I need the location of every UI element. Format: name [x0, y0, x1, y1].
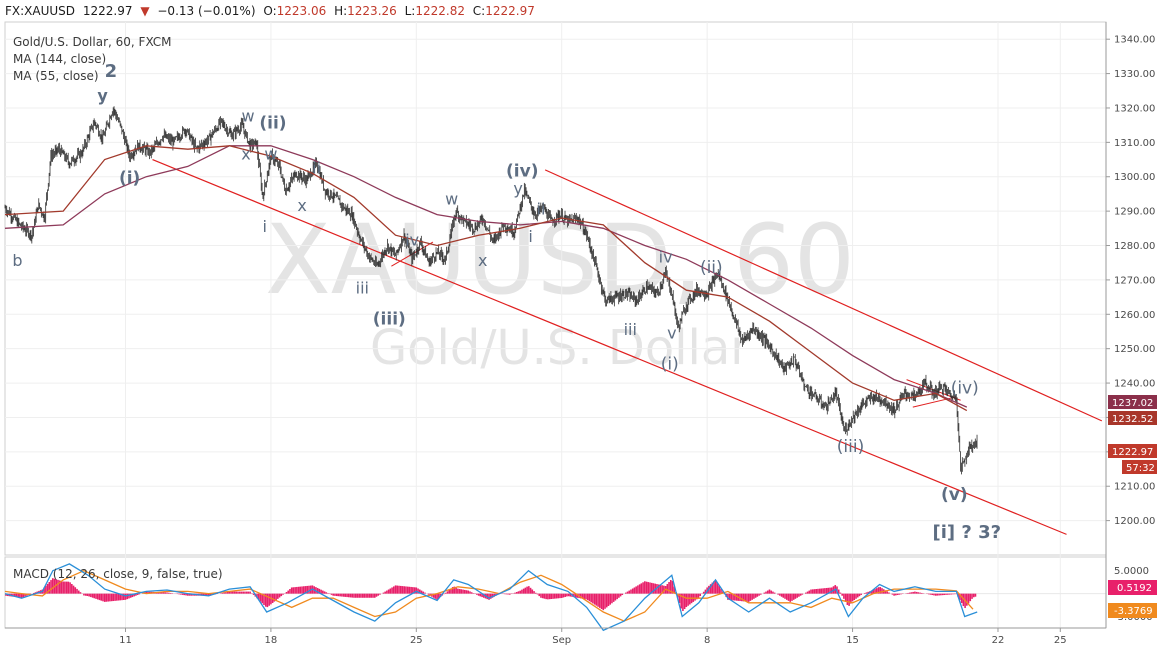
legend-ma144[interactable]: MA (144, close) — [13, 52, 106, 66]
wave-label: y — [513, 179, 522, 198]
price-tags: 1237.02 1232.52 1222.97 57:32 0.5192 -3.… — [1108, 395, 1157, 618]
legend-title[interactable]: Gold/U.S. Dollar, 60, FXCM — [13, 35, 172, 49]
y-tick-label: 1280.00 — [1114, 241, 1155, 252]
y-tick-label: 1340.00 — [1114, 35, 1155, 46]
open-label: O: — [263, 4, 277, 18]
wave-label: w — [264, 145, 277, 164]
tag-last-bg — [1108, 444, 1157, 458]
ma144-line — [4, 145, 968, 408]
macd-signal-line — [4, 569, 974, 622]
tag-ma144-bg — [1108, 395, 1157, 409]
open-value: 1223.06 — [276, 4, 327, 18]
y-tick-label: 1300.00 — [1114, 172, 1155, 183]
y-tick-label: 1210.00 — [1114, 482, 1155, 493]
wave-label: iii — [624, 320, 637, 339]
symbol-header: FX:XAUUSD 1222.97 ▼ −0.13 (−0.01%) O:122… — [0, 0, 1167, 22]
y-tick-label: 1200.00 — [1114, 516, 1155, 527]
wave-label: ii — [312, 158, 321, 177]
moving-averages — [4, 145, 968, 412]
y-tick-label: 1330.00 — [1114, 69, 1155, 80]
wave-label: (ii) — [700, 258, 723, 278]
wave-label: v — [667, 323, 676, 342]
close-label: C: — [472, 4, 486, 18]
wave-label: iv — [405, 231, 419, 250]
wave-label: b — [12, 251, 22, 270]
ma55-line — [4, 145, 968, 412]
low-label: L: — [404, 4, 416, 18]
y-tick-label: 1270.00 — [1114, 275, 1155, 286]
x-tick-label: 15 — [846, 635, 859, 646]
tag-ma55-bg — [1108, 411, 1157, 425]
tag-countdown: 57:32 — [1126, 463, 1155, 474]
macd-line — [4, 563, 978, 632]
price-change: −0.13 (−0.01%) — [157, 4, 256, 18]
y-tick-label: 1310.00 — [1114, 138, 1155, 149]
wave-label: (iii) — [373, 310, 406, 330]
y-tick-label: 1250.00 — [1114, 344, 1155, 355]
channel-upper-line — [544, 169, 1103, 422]
y-tick-label: 1320.00 — [1114, 103, 1155, 114]
wave-label: [i] ? 3? — [933, 522, 1002, 543]
wave-label: x — [478, 251, 487, 270]
down-arrow-icon: ▼ — [140, 4, 150, 18]
tag-countdown-bg — [1122, 460, 1157, 474]
wave-label: y — [97, 86, 108, 105]
chart-legend: Gold/U.S. Dollar, 60, FXCM MA (144, clos… — [13, 35, 223, 581]
watermark-name: Gold/U.S. Dollar — [370, 320, 750, 376]
wave-label: i — [262, 217, 266, 236]
y-tick-label: 1240.00 — [1114, 379, 1155, 390]
last-price: 1222.97 — [82, 4, 133, 18]
tag-ma55: 1232.52 — [1112, 414, 1153, 425]
wave-label: (i) — [661, 354, 679, 374]
wave-label: iv — [659, 248, 673, 267]
tag-macd-signal: -3.3769 — [1114, 606, 1153, 617]
wave-labels: 2y(ii)wx w(i)iixibiii(iii)ivwx(iv)yiiiiv(… — [12, 61, 1001, 543]
wave-label: iii — [356, 279, 369, 298]
tag-macd-hist-bg — [1108, 580, 1157, 595]
x-tick-label: 11 — [119, 635, 132, 646]
y-tick-label: 1290.00 — [1114, 207, 1155, 218]
wave-label: (i) — [119, 169, 140, 189]
x-tick-label: 25 — [1054, 635, 1067, 646]
wave-label: ii — [537, 200, 546, 219]
y-tick-label: 1260.00 — [1114, 310, 1155, 321]
tag-macd-signal-bg — [1108, 603, 1157, 618]
watermark-symbol: XAUUSD, 60 — [265, 204, 855, 316]
x-tick-label: 22 — [992, 635, 1005, 646]
macd-tick-label: 5.0000 — [1114, 566, 1149, 577]
x-tick-label: 18 — [265, 635, 278, 646]
high-value: 1223.26 — [347, 4, 397, 18]
tag-last: 1222.97 — [1112, 447, 1153, 458]
x-tick-label: 8 — [704, 635, 710, 646]
close-value: 1222.97 — [485, 4, 535, 18]
low-value: 1222.82 — [415, 4, 465, 18]
high-label: H: — [334, 4, 348, 18]
tag-macd-hist: 0.5192 — [1117, 583, 1152, 594]
tag-ma144: 1237.02 — [1112, 398, 1153, 409]
channel-lower-line — [152, 158, 1067, 535]
wave-label: (v) — [941, 485, 968, 505]
wave-label: w — [445, 189, 458, 208]
wave-label: (iii) — [837, 437, 864, 457]
macd-pane — [4, 563, 1106, 632]
wave-label: w — [242, 107, 255, 126]
symbol-watermark: XAUUSD, 60 Gold/U.S. Dollar — [265, 204, 855, 376]
wave-label: x — [297, 196, 306, 215]
wave-label: (iv) — [506, 162, 538, 182]
legend-macd[interactable]: MACD (12, 26, close, 9, false, true) — [13, 567, 223, 581]
x-tick-label: Sep — [552, 635, 571, 646]
trend-line-2 — [912, 396, 957, 408]
wave-label: i — [528, 227, 532, 246]
legend-ma55[interactable]: MA (55, close) — [13, 69, 99, 83]
wave-label: (iv) — [951, 378, 979, 398]
wave-label: 2 — [105, 61, 118, 82]
symbol-name[interactable]: FX:XAUUSD — [5, 4, 76, 18]
wave-label: (ii) — [259, 114, 286, 134]
wave-label: x — [241, 145, 250, 164]
x-tick-label: 25 — [410, 635, 423, 646]
